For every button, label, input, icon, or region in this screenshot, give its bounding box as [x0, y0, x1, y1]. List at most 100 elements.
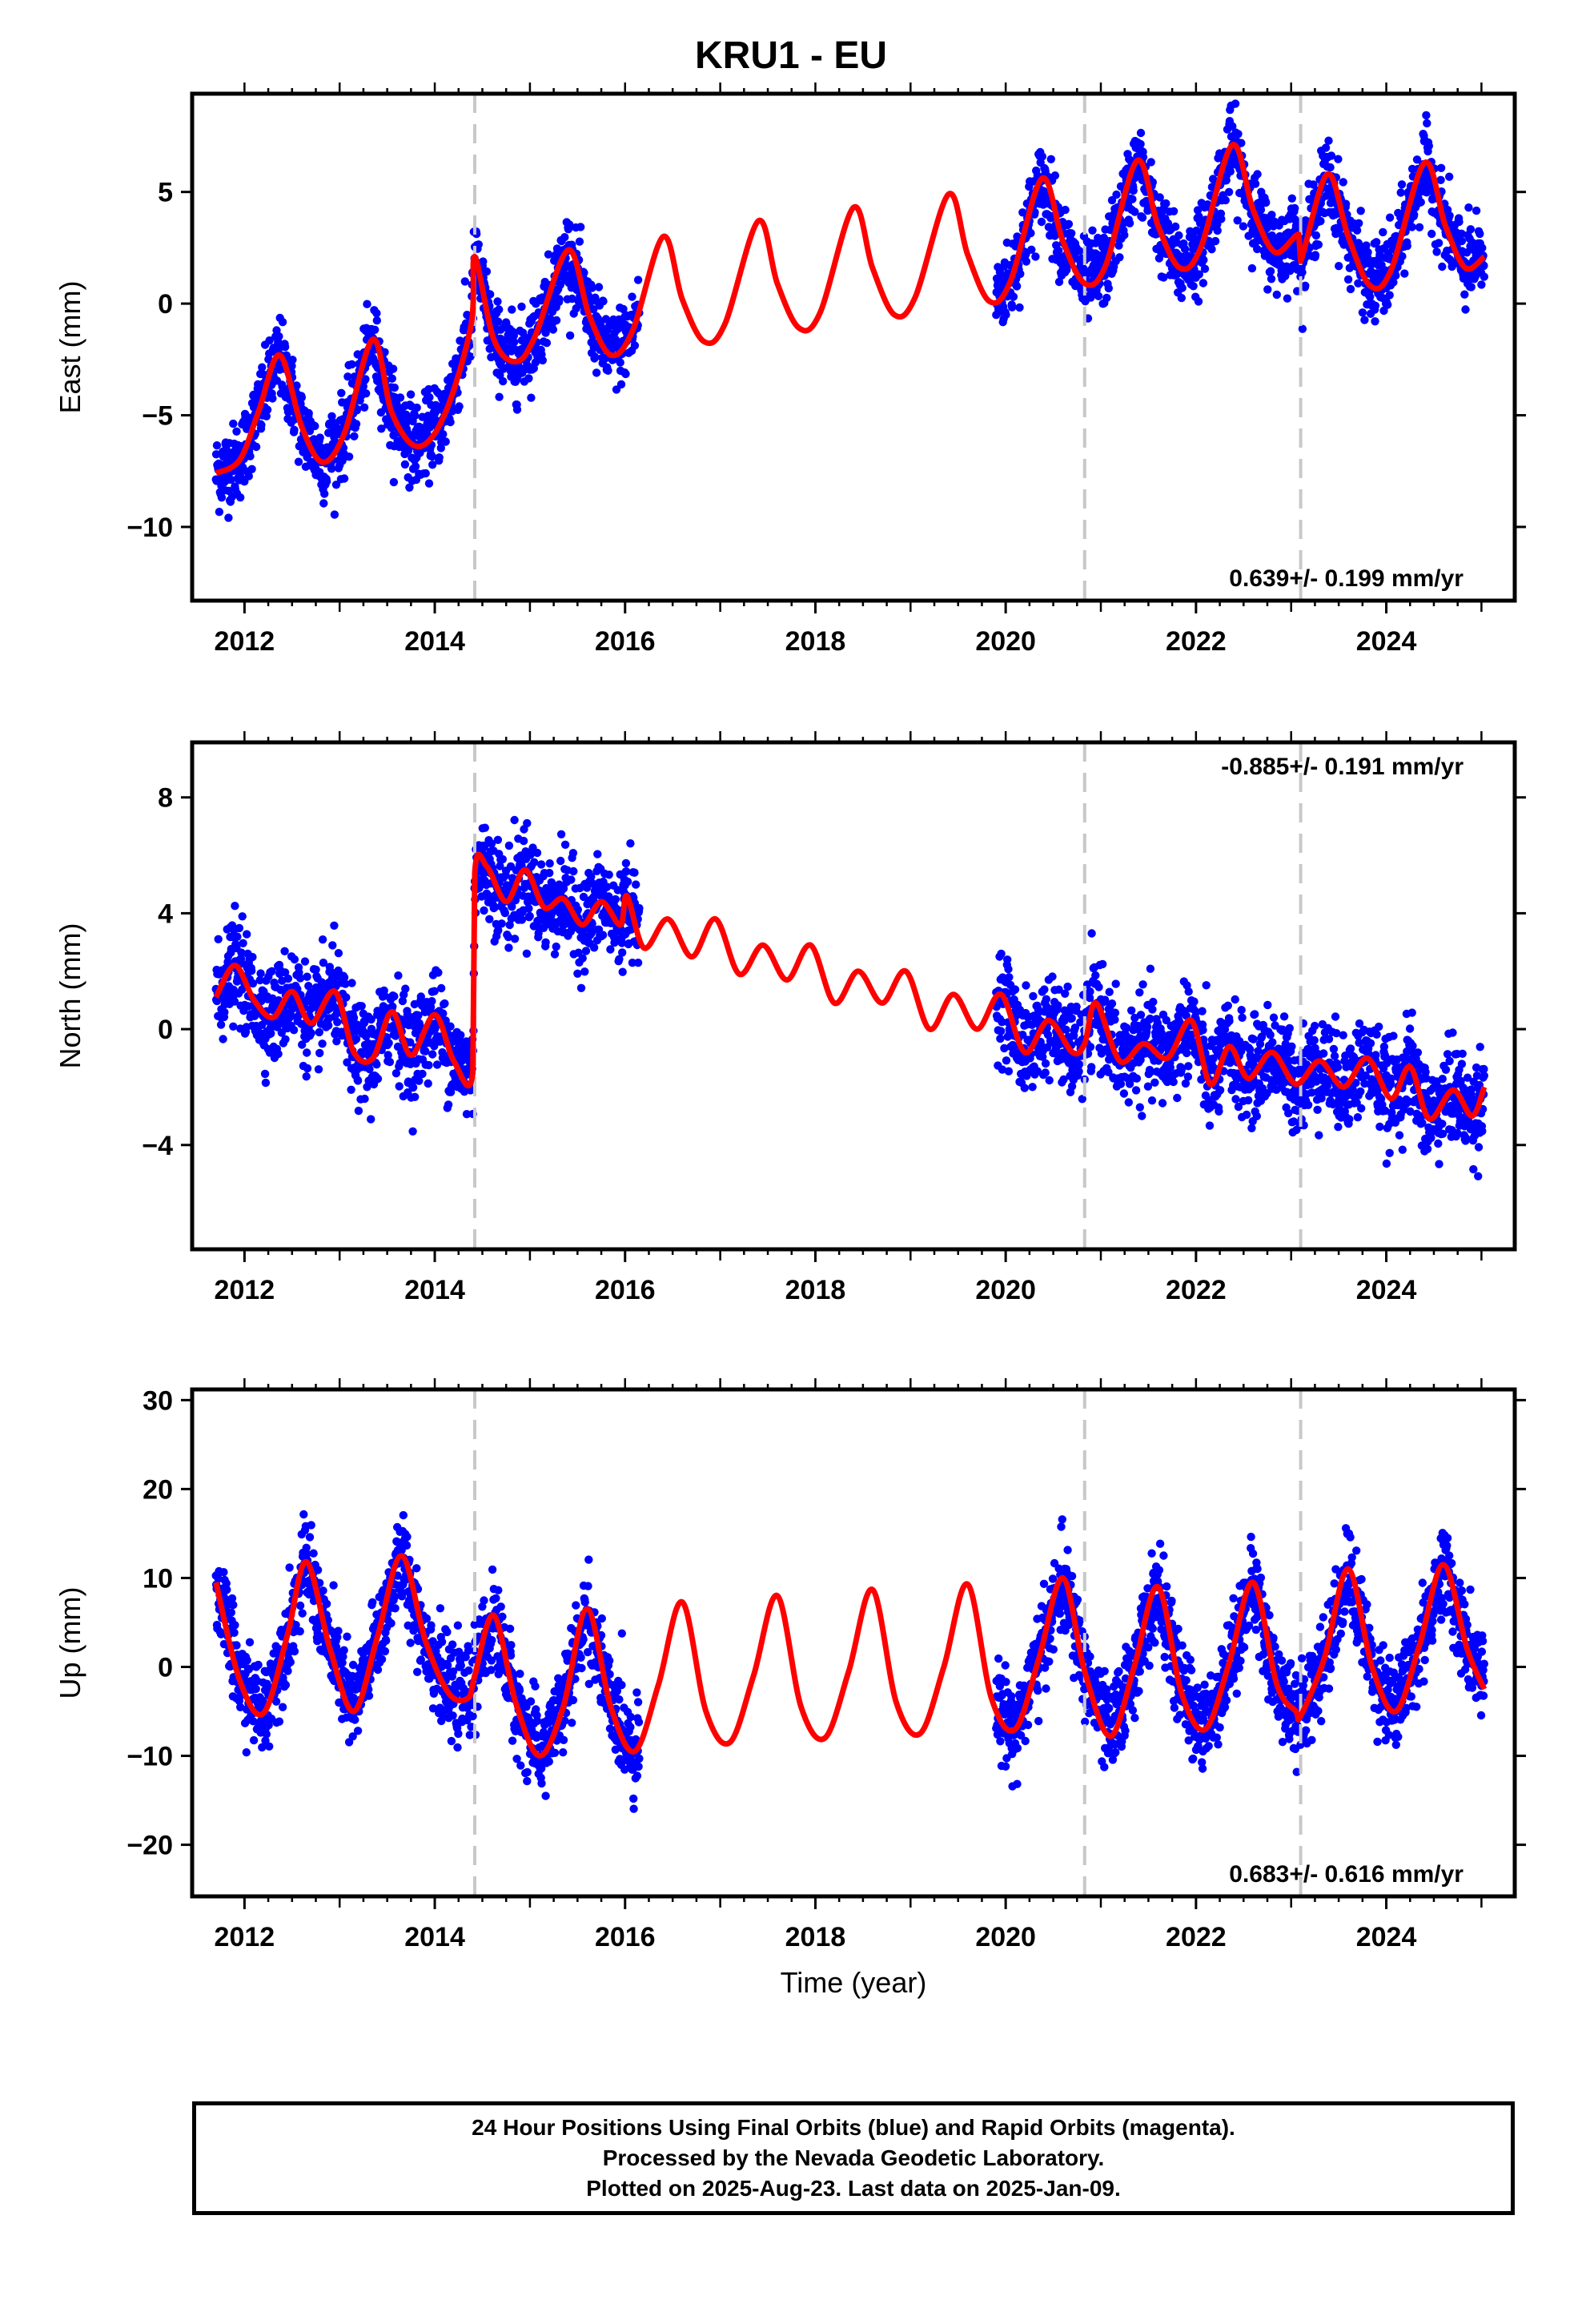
x-tick-label: 2020 [975, 626, 1036, 657]
data-point [1424, 142, 1434, 151]
data-point [1480, 261, 1488, 270]
data-point [565, 220, 574, 229]
data-point [359, 1019, 369, 1027]
data-point [1169, 1077, 1178, 1087]
data-point [347, 979, 356, 987]
data-point [493, 297, 502, 306]
data-point [446, 417, 455, 427]
data-point [1263, 1000, 1272, 1010]
data-point [1268, 1038, 1277, 1047]
data-point [997, 949, 1006, 959]
data-point [1267, 211, 1276, 219]
data-point [1223, 1001, 1233, 1011]
data-point [493, 835, 503, 845]
data-point [414, 1011, 423, 1020]
data-point [1379, 227, 1387, 237]
data-point [1477, 280, 1486, 289]
data-point [278, 318, 287, 327]
data-point [246, 452, 255, 460]
data-point [290, 955, 299, 964]
data-point [616, 358, 624, 367]
data-point [322, 477, 331, 486]
x-tick-label: 2024 [1356, 626, 1417, 657]
data-point [588, 283, 596, 292]
data-point [1054, 277, 1064, 287]
data-point [590, 352, 600, 361]
data-point [1107, 195, 1117, 205]
data-point [525, 911, 534, 921]
data-point [1114, 241, 1123, 250]
data-point [1015, 303, 1024, 312]
data-point [280, 343, 290, 352]
x-tick-label: 2014 [404, 626, 465, 657]
data-point [1410, 210, 1419, 219]
data-point [523, 818, 532, 828]
data-point [248, 979, 258, 988]
data-point [1061, 989, 1070, 999]
data-point [1041, 1059, 1050, 1068]
data-point [290, 425, 299, 434]
data-point [1138, 1112, 1146, 1120]
data-point [263, 405, 272, 414]
data-point [1234, 1102, 1243, 1112]
data-point [1174, 231, 1183, 240]
data-point [288, 356, 297, 364]
plot-area [211, 94, 1489, 601]
data-point [542, 339, 552, 348]
data-point [1116, 1080, 1126, 1088]
data-point [1059, 1075, 1068, 1084]
data-point [347, 1085, 355, 1095]
data-point [480, 906, 488, 915]
data-point [1372, 238, 1381, 247]
data-point [1162, 1015, 1171, 1025]
data-point [1136, 128, 1146, 138]
data-point [593, 850, 602, 858]
data-point [487, 839, 496, 848]
data-point [1087, 929, 1096, 938]
data-point [1124, 1098, 1134, 1107]
data-point [1119, 1089, 1129, 1098]
data-point [998, 1018, 1006, 1027]
data-point [567, 875, 576, 884]
data-point [604, 366, 612, 375]
data-point [510, 338, 519, 347]
data-point [1379, 306, 1388, 316]
data-point [1358, 308, 1367, 317]
data-point [1391, 271, 1400, 280]
data-point [1371, 317, 1379, 326]
data-point [556, 830, 566, 839]
data-point [1445, 211, 1454, 220]
data-point [1422, 111, 1431, 120]
rate-label: 0.639+/- 0.199 mm/yr [1229, 565, 1464, 592]
data-point [606, 945, 615, 954]
data-point [1478, 243, 1487, 252]
data-point [497, 919, 506, 928]
data-point [267, 1029, 275, 1038]
data-point [1326, 163, 1335, 172]
data-point [522, 949, 532, 959]
data-point [302, 1072, 311, 1081]
data-point [998, 1065, 1007, 1074]
data-point [1242, 1110, 1251, 1120]
data-point [526, 850, 535, 859]
data-point [303, 451, 312, 460]
data-point [303, 972, 311, 981]
data-point [311, 965, 320, 975]
data-point [1074, 1059, 1084, 1069]
data-point [1266, 267, 1275, 275]
data-point [1146, 1014, 1154, 1023]
data-point [434, 968, 443, 977]
data-point [217, 493, 227, 502]
data-point [510, 935, 520, 943]
data-point [1224, 187, 1234, 196]
data-point [324, 1021, 333, 1030]
data-point [512, 405, 522, 414]
data-point [1195, 270, 1204, 279]
data-point [996, 1034, 1005, 1043]
data-point [343, 372, 352, 381]
data-point [573, 905, 582, 915]
data-point [347, 360, 356, 369]
data-point [1466, 225, 1476, 234]
data-point [330, 510, 339, 519]
data-point [603, 883, 612, 891]
